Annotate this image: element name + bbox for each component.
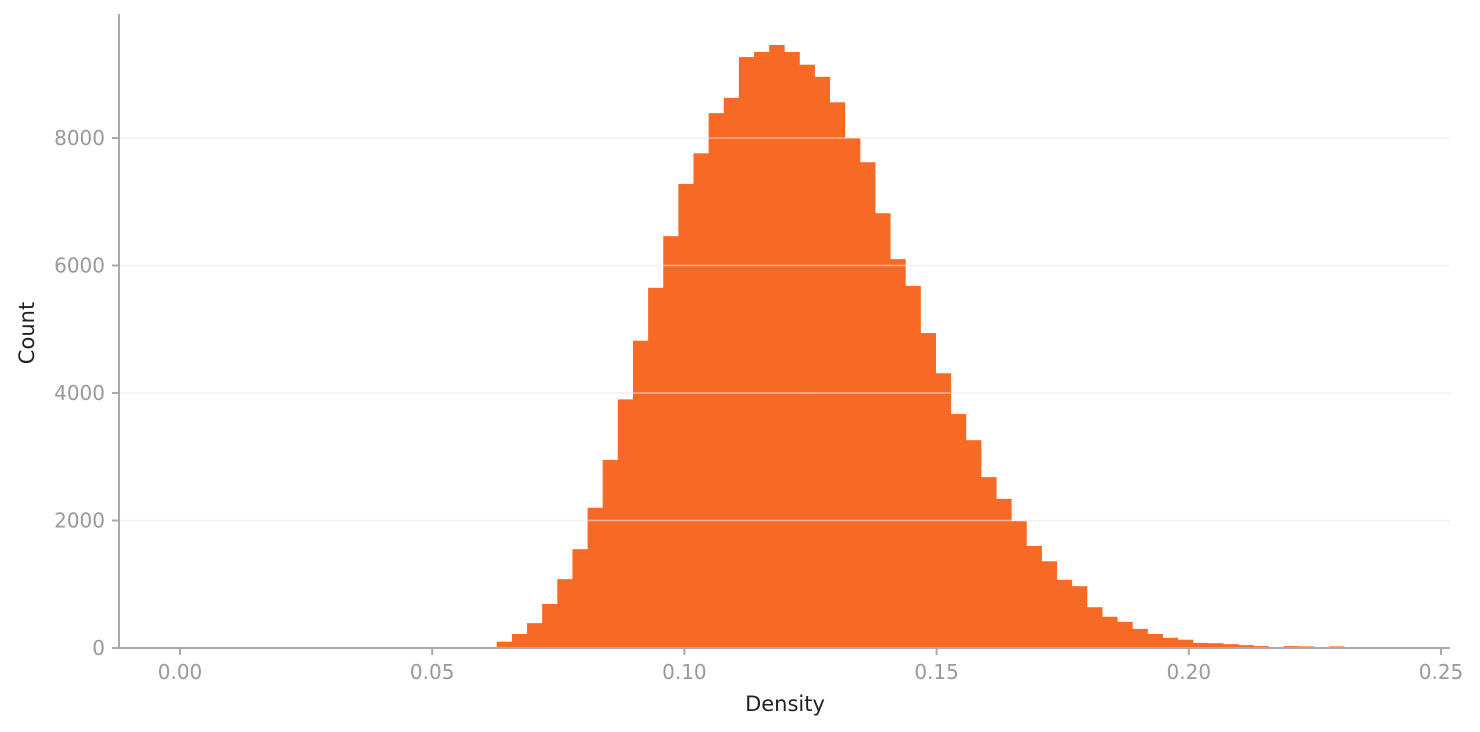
- histogram-bar: [1056, 579, 1073, 648]
- histogram-bar: [754, 51, 770, 648]
- y-tick-label: 4000: [54, 381, 105, 405]
- x-ticks: 0.00 0.05 0.10 0.15 0.20 0.25: [158, 648, 1464, 684]
- histogram-bar: [723, 97, 740, 649]
- histogram-bar: [1102, 616, 1118, 648]
- histogram-bar: [799, 64, 815, 648]
- axes: [118, 14, 1450, 649]
- histogram-bar: [1086, 607, 1103, 648]
- y-axis-title: Count: [15, 302, 39, 364]
- histogram-bar: [1041, 561, 1058, 648]
- histogram-bar: [784, 51, 800, 648]
- x-tick-label: 0.10: [662, 660, 707, 684]
- histogram-bar: [708, 113, 725, 648]
- histogram-bar: [678, 183, 694, 648]
- x-tick-label: 0.25: [1419, 660, 1464, 684]
- histogram-bar: [965, 440, 982, 648]
- histogram-bar: [738, 57, 755, 649]
- x-tick-label: 0.05: [410, 660, 455, 684]
- histogram-bar: [935, 373, 952, 648]
- y-ticks: 0 2000 4000 6000 8000: [54, 126, 119, 660]
- histogram-bar: [890, 259, 906, 649]
- histogram-bar: [511, 633, 528, 648]
- histogram-bar: [1011, 521, 1027, 648]
- y-tick-label: 6000: [54, 254, 105, 278]
- histogram-bar: [920, 333, 936, 648]
- histogram-bar: [617, 399, 634, 649]
- x-axis-title: Density: [745, 692, 825, 716]
- histogram-bar: [1071, 586, 1088, 648]
- histogram-bar: [542, 604, 558, 648]
- histogram-bar: [769, 44, 785, 649]
- histogram-bar: [1192, 642, 1209, 648]
- y-gridlines: [120, 137, 1450, 522]
- histogram-bar: [980, 477, 997, 648]
- histogram-bar: [875, 213, 891, 648]
- histogram-bar: [587, 507, 604, 648]
- histogram-bar: [859, 162, 876, 648]
- y-tick-label: 0: [92, 636, 105, 660]
- histogram-bar: [648, 287, 664, 648]
- histogram-bar: [1117, 621, 1133, 648]
- histogram-bar: [602, 459, 619, 648]
- histogram-bar: [527, 623, 543, 648]
- histogram-bar: [1147, 633, 1163, 648]
- histogram-bar: [1026, 546, 1042, 648]
- histogram-bars: [496, 44, 1390, 649]
- histogram-bar: [496, 641, 513, 649]
- histogram-bar: [829, 102, 846, 649]
- histogram-bar: [572, 549, 588, 648]
- histogram-bar: [693, 153, 710, 649]
- histogram-bar: [1132, 628, 1148, 649]
- y-tick-label: 2000: [54, 509, 105, 533]
- histogram-bar: [950, 414, 967, 648]
- histogram-bar: [632, 340, 649, 648]
- histogram-bar: [996, 498, 1012, 648]
- histogram-bar: [1223, 644, 1239, 648]
- histogram-bar: [1177, 639, 1194, 648]
- histogram-bar: [663, 236, 679, 648]
- y-tick-label: 8000: [54, 126, 105, 150]
- x-tick-label: 0.20: [1167, 660, 1212, 684]
- histogram-bar: [1238, 645, 1254, 648]
- histogram-bar: [905, 285, 921, 648]
- histogram-bar: [1207, 643, 1224, 648]
- histogram-bar: [814, 76, 831, 649]
- histogram-bar: [1162, 637, 1179, 648]
- x-tick-label: 0.15: [914, 660, 959, 684]
- histogram-bar: [557, 579, 573, 648]
- x-tick-label: 0.00: [158, 660, 203, 684]
